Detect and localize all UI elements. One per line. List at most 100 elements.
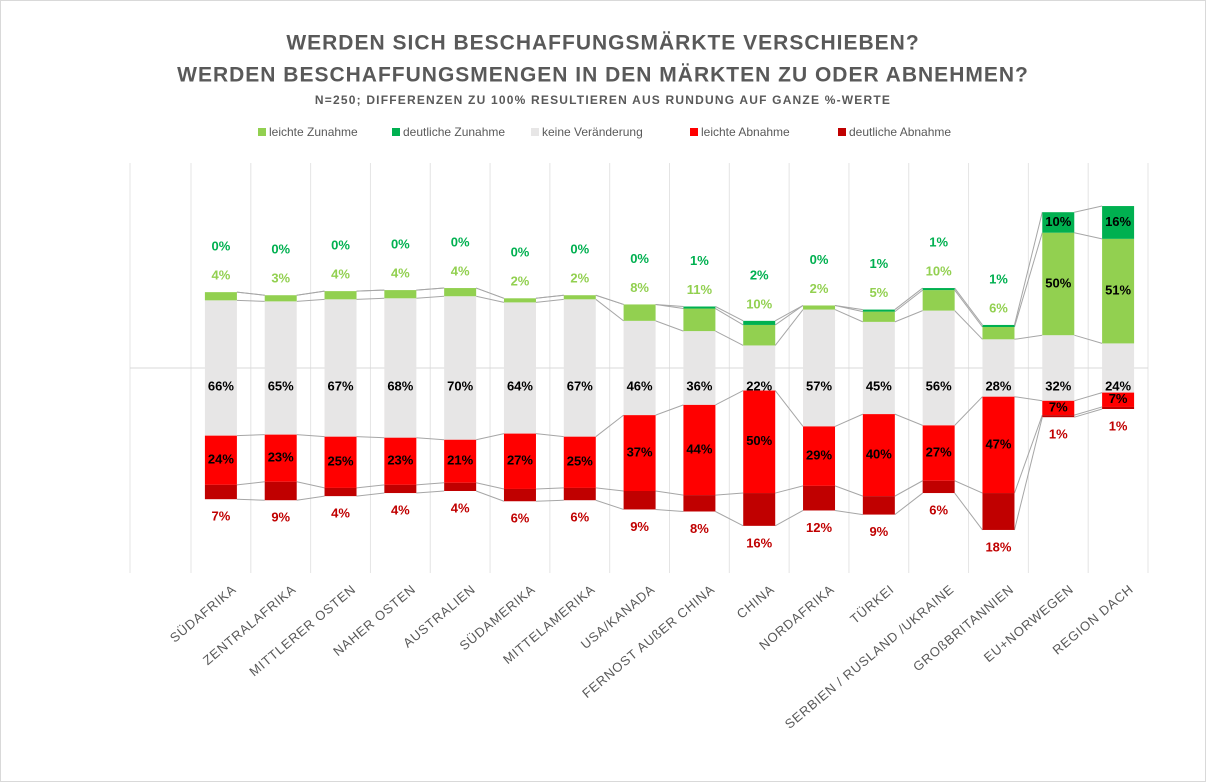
legend-swatch [392, 128, 400, 136]
data-label: 23% [268, 450, 294, 465]
series-line [655, 490, 684, 496]
data-label: 16% [746, 535, 772, 550]
data-label: 46% [627, 378, 653, 393]
bar-segment [683, 404, 716, 496]
data-label: 7% [1049, 399, 1068, 414]
series-line [296, 298, 325, 302]
bar-segment [862, 414, 895, 497]
bar-segment [683, 495, 716, 512]
chart-title: WERDEN BESCHAFFUNGSMENGEN IN DEN MÄRKTEN… [177, 64, 1029, 87]
series-line [595, 499, 624, 510]
bar-segment [623, 320, 656, 416]
series-line [655, 508, 684, 512]
data-label: 2% [750, 267, 769, 282]
data-label: 9% [271, 510, 290, 525]
series-line [894, 413, 923, 426]
legend-swatch [690, 128, 698, 136]
series-line [1074, 408, 1103, 418]
bar-segment [803, 305, 836, 310]
series-line [1074, 334, 1103, 344]
bar-segment [324, 291, 357, 300]
series-line [954, 310, 983, 340]
bar-segment [444, 288, 477, 297]
series-line [356, 492, 385, 497]
series-line [476, 433, 505, 441]
data-label: 28% [985, 378, 1011, 393]
legend-label: keine Veränderung [542, 125, 643, 139]
series-line [356, 297, 385, 300]
data-label: 0% [810, 252, 829, 267]
data-label: 4% [391, 266, 410, 281]
data-label: 50% [1045, 275, 1071, 290]
series-line [296, 495, 325, 501]
data-label: 1% [1109, 418, 1128, 433]
data-label: 9% [630, 519, 649, 534]
bar-segment [384, 298, 417, 438]
series-line [1013, 417, 1043, 531]
data-label: 10% [1045, 214, 1071, 229]
series-line [774, 510, 804, 527]
data-label: 2% [511, 274, 530, 289]
bar-segment [204, 484, 237, 500]
series-line [894, 480, 923, 497]
bar-segment [444, 296, 477, 440]
bar-segment [982, 324, 1015, 327]
bar-segment [743, 345, 776, 391]
series-line [296, 434, 325, 438]
bar-segment [264, 481, 297, 501]
series-line [1074, 232, 1103, 240]
data-label: 2% [570, 271, 589, 286]
series-line [715, 492, 744, 496]
data-label: 4% [391, 502, 410, 517]
data-label: 40% [866, 447, 892, 462]
bar-segment [1102, 406, 1135, 409]
data-label: 4% [212, 268, 231, 283]
bar-segment [1102, 392, 1135, 407]
bar-segment [743, 324, 776, 346]
data-label: 6% [570, 510, 589, 525]
bar-segment [803, 426, 836, 486]
legend-swatch [838, 128, 846, 136]
series-line [1013, 212, 1043, 326]
data-label: 68% [387, 378, 413, 393]
legend-label: leichte Zunahme [269, 125, 358, 139]
series-line [834, 485, 864, 497]
bar-segment [503, 488, 536, 502]
data-label: 0% [271, 242, 290, 257]
data-label: 70% [447, 378, 473, 393]
bar-segment [803, 309, 836, 427]
data-label: 45% [866, 378, 892, 393]
series-line [535, 499, 564, 502]
bar-segment [264, 295, 297, 302]
bar-segment [503, 433, 536, 489]
bar-segment [922, 480, 955, 494]
bar-segment [1042, 335, 1075, 401]
series-line [416, 490, 445, 494]
series-line [1013, 232, 1043, 328]
bar-segment [922, 290, 955, 311]
series-line [954, 492, 983, 531]
data-label: 25% [328, 454, 354, 469]
series-line [535, 294, 564, 299]
data-label: 51% [1105, 283, 1131, 298]
series-line [356, 484, 385, 489]
series-line [774, 305, 804, 322]
series-line [1074, 205, 1103, 213]
series-line [834, 304, 863, 311]
series-line [475, 490, 505, 502]
bar-segment [503, 298, 536, 303]
bar-segment [982, 327, 1015, 340]
series-line [416, 287, 445, 291]
data-label: 6% [511, 511, 530, 526]
series-line [715, 306, 744, 322]
data-label: 0% [331, 238, 350, 253]
series-line [954, 287, 983, 326]
bar-segment [623, 304, 656, 321]
series-line [834, 509, 863, 516]
data-label: 25% [567, 454, 593, 469]
data-label: 7% [1109, 391, 1128, 406]
bar-segment [444, 482, 477, 491]
bar-segment [683, 308, 716, 332]
series-line [834, 309, 864, 323]
